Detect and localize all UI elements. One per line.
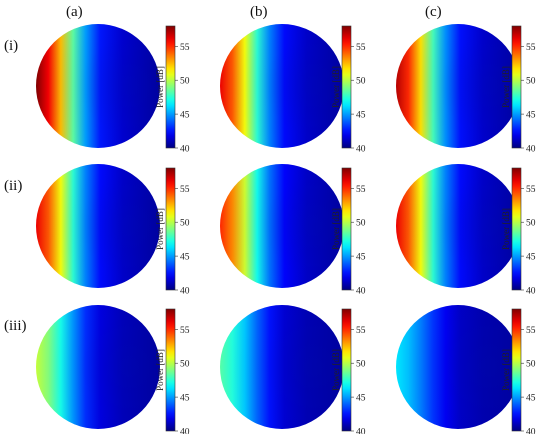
colorbar-tick-label: 55 — [180, 43, 190, 53]
row-label-i: (i) — [4, 38, 19, 54]
colorbar-tick-label: 40 — [180, 428, 190, 434]
power-map-shading — [36, 305, 160, 429]
colorbar-tick-label: 40 — [526, 145, 536, 155]
power-map-shading — [220, 305, 344, 429]
colorbar-tick-label: 50 — [180, 360, 190, 370]
colorbar-title: Power [dB] — [331, 349, 341, 391]
colorbar-tick-label: 55 — [180, 185, 190, 195]
colorbar-tick-label: 45 — [356, 253, 366, 263]
row-label-iii: (iii) — [4, 318, 27, 334]
power-map-shading — [220, 24, 344, 148]
colorbar-tick-label: 50 — [356, 219, 366, 229]
colorbar-tick-label: 50 — [526, 360, 536, 370]
colorbar-tick-label: 50 — [180, 77, 190, 87]
power-map-shading — [396, 164, 520, 288]
colorbar-tick-label: 40 — [526, 287, 536, 297]
colorbar — [165, 25, 176, 149]
power-map-shading — [36, 164, 160, 288]
column-label-a: (a) — [66, 4, 83, 20]
colorbar-tick-label: 55 — [356, 185, 366, 195]
row-label-ii: (ii) — [4, 178, 23, 194]
colorbar — [341, 25, 352, 149]
power-map-shading — [396, 24, 520, 148]
colorbar — [165, 308, 176, 432]
colorbar-tick-label: 40 — [356, 428, 366, 434]
colorbar-tick-label: 50 — [180, 219, 190, 229]
colorbar — [511, 167, 522, 291]
colorbar-tick-label: 45 — [356, 111, 366, 121]
colorbar-title: Power [dB] — [331, 66, 341, 108]
colorbar-tick-label: 50 — [356, 77, 366, 87]
colorbar-tick-label: 45 — [526, 394, 536, 404]
column-label-c: (c) — [425, 4, 442, 20]
colorbar-title: Power [dB] — [155, 349, 165, 391]
colorbar-tick-label: 45 — [180, 394, 190, 404]
colorbar-tick-label: 45 — [526, 111, 536, 121]
colorbar-tick-label: 55 — [526, 43, 536, 53]
colorbar-tick-label: 50 — [526, 77, 536, 87]
colorbar-tick-label: 40 — [356, 287, 366, 297]
colorbar-title: Power [dB] — [155, 66, 165, 108]
colorbar-tick-label: 40 — [180, 287, 190, 297]
colorbar-tick-label: 45 — [356, 394, 366, 404]
colorbar-tick-label: 50 — [356, 360, 366, 370]
colorbar-tick-label: 55 — [356, 326, 366, 336]
colorbar-tick-label: 40 — [356, 145, 366, 155]
colorbar-tick-label: 45 — [180, 111, 190, 121]
colorbar-title: Power [dB] — [155, 208, 165, 250]
colorbar-tick-label: 50 — [526, 219, 536, 229]
colorbar-tick-label: 40 — [526, 428, 536, 434]
power-map-shading — [36, 24, 160, 148]
colorbar — [511, 308, 522, 432]
column-label-b: (b) — [250, 4, 268, 20]
colorbar-tick-label: 45 — [180, 253, 190, 263]
colorbar-tick-label: 55 — [526, 326, 536, 336]
colorbar — [165, 167, 176, 291]
power-map-shading — [220, 164, 344, 288]
colorbar-title: Power [dB] — [331, 208, 341, 250]
colorbar-tick-label: 55 — [526, 185, 536, 195]
colorbar-title: Power [dB] — [501, 66, 511, 108]
colorbar-tick-label: 55 — [180, 326, 190, 336]
colorbar — [511, 25, 522, 149]
colorbar-title: Power [dB] — [501, 349, 511, 391]
colorbar-tick-label: 55 — [356, 43, 366, 53]
colorbar — [341, 167, 352, 291]
colorbar — [341, 308, 352, 432]
colorbar-tick-label: 40 — [180, 145, 190, 155]
colorbar-title: Power [dB] — [501, 208, 511, 250]
power-map-shading — [396, 305, 520, 429]
colorbar-tick-label: 45 — [526, 253, 536, 263]
